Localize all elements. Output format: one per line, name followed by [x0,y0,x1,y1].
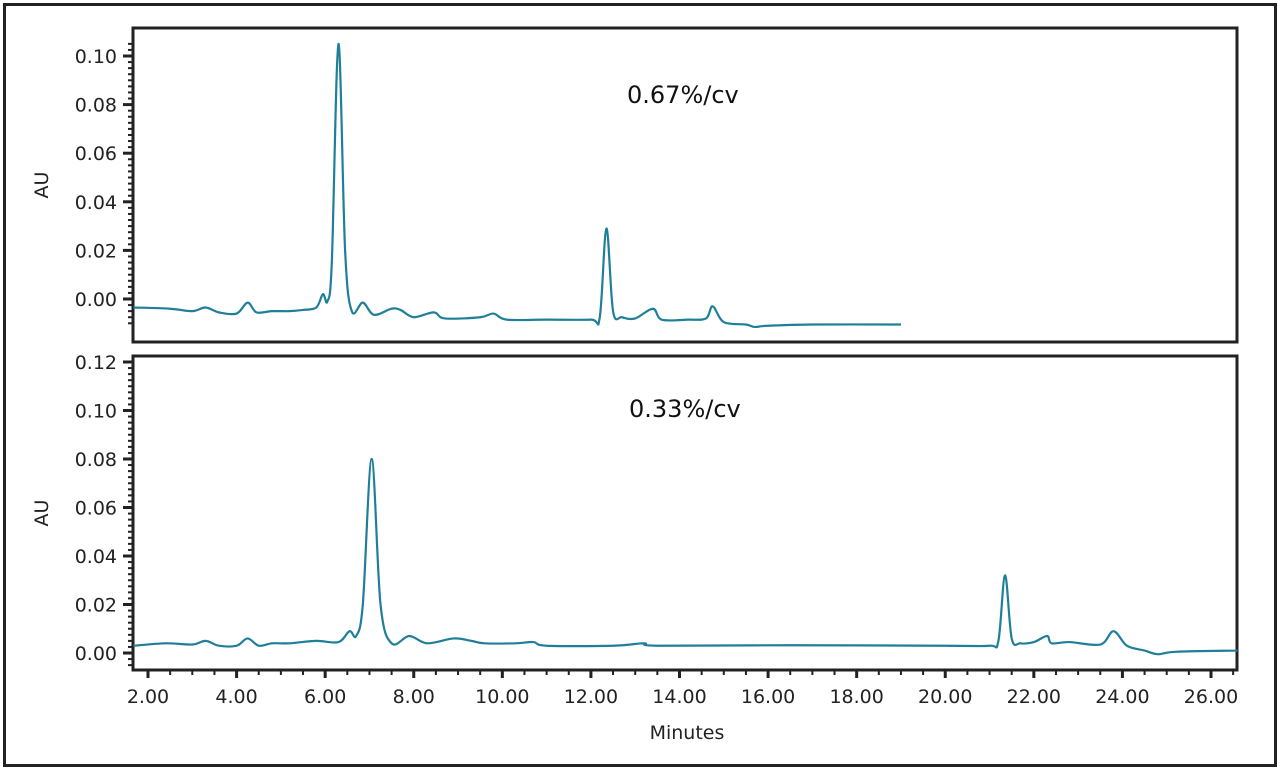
x-tick-label: 14.00 [652,686,706,708]
y-tick-label: 0.04 [75,192,117,214]
plot-area [131,26,1239,344]
x-axis-label: Minutes [650,722,725,744]
annotation-label: 0.33%/cv [629,395,741,423]
y-tick-label: 0.00 [75,289,117,311]
x-tick-label: 24.00 [1095,686,1149,708]
x-tick-label: 8.00 [393,686,435,708]
chromatogram-trace [133,457,1238,656]
top-panel: 0.10 0.08 0.06 0.04 0.02 0.00 AU 0.67%/cv [31,26,1239,344]
y-tick-label: 0.02 [75,240,117,262]
x-tick-label: 4.00 [215,686,257,708]
y-tick-label: 0.02 [75,595,117,617]
y-tick-label: 0.08 [75,95,117,117]
y-tick-label: 0.08 [75,449,117,471]
y-tick-label: 0.06 [75,143,117,165]
x-tick-label: 26.00 [1184,686,1238,708]
y-tick-label: 0.12 [75,352,117,374]
figure-frame [3,3,1277,767]
annotation-label: 0.67%/cv [627,81,739,109]
x-tick-label: 16.00 [741,686,795,708]
x-tick-label: 6.00 [304,686,346,708]
bottom-panel: 0.12 0.10 0.08 0.06 0.04 0.02 0.00 AU 0.33%/cv 2.… [31,352,1239,708]
x-tick-label: 20.00 [918,686,972,708]
y-tick-label: 0.10 [75,46,117,68]
y-tick-label: 0.00 [75,643,117,665]
chromatogram-trace [133,42,901,329]
y-axis-label: AU [31,500,53,527]
y-tick-label: 0.04 [75,546,117,568]
y-tick-label: 0.10 [75,401,117,423]
x-tick-label: 22.00 [1007,686,1061,708]
y-axis-label: AU [31,172,53,199]
x-tick-label: 2.00 [127,686,169,708]
x-tick-label: 18.00 [829,686,883,708]
x-tick-label: 12.00 [564,686,618,708]
y-tick-label: 0.06 [75,498,117,520]
x-tick-label: 10.00 [475,686,529,708]
